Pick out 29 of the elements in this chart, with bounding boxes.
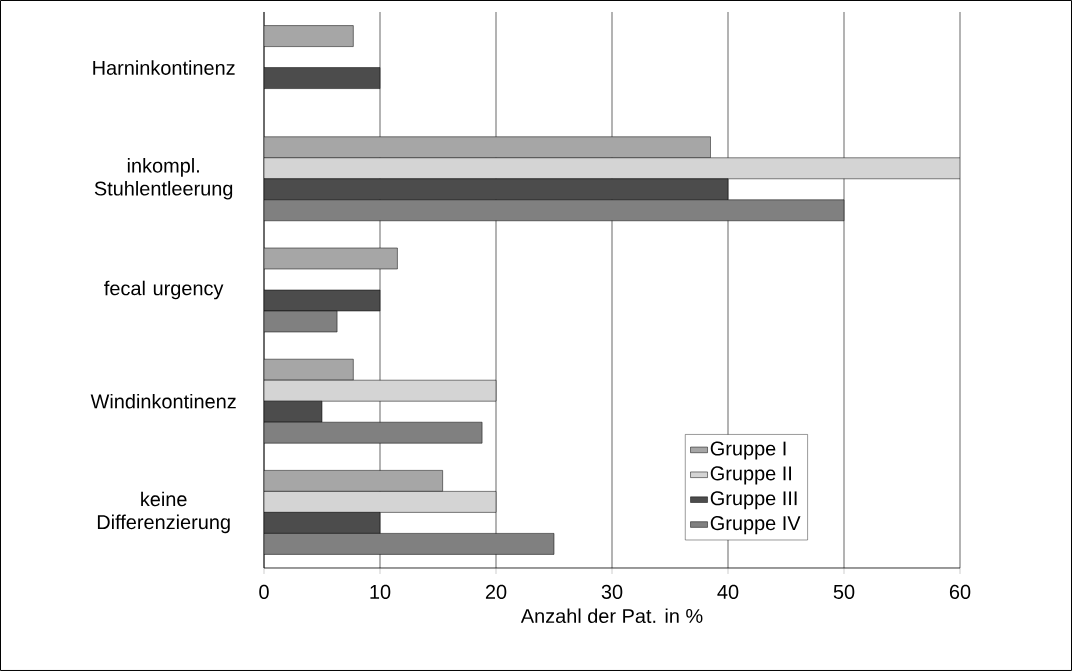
- bar: [264, 199, 845, 222]
- x-axis-title: Anzahl der Pat. in %: [520, 608, 703, 624]
- y-tick-label: inkompl. Stuhlentleerung: [94, 158, 233, 200]
- legend-label: Gruppe IV: [710, 516, 801, 535]
- bar: [264, 470, 443, 492]
- bar: [264, 512, 381, 534]
- y-tick-label: Harninkontinenz: [93, 60, 235, 75]
- y-tick-label: keine Differenzierung: [97, 491, 230, 534]
- y-tick-label: fecal urgency: [104, 280, 224, 300]
- x-tick-label: 20: [485, 584, 507, 599]
- bar: [264, 247, 398, 270]
- bar: [264, 136, 711, 159]
- bar: [264, 400, 323, 423]
- x-tick-label: 30: [601, 584, 623, 599]
- legend-label: Gruppe III: [710, 491, 797, 510]
- bar: [264, 178, 729, 201]
- bar: [264, 533, 555, 555]
- x-tick-label: 40: [717, 584, 739, 599]
- y-tick-label: Windinkontinenz: [90, 393, 236, 409]
- bar: [264, 67, 381, 89]
- bar: [264, 358, 354, 381]
- x-tick-label: 60: [949, 584, 971, 599]
- legend-label: Gruppe I: [710, 441, 786, 460]
- bar: [264, 421, 483, 444]
- bar: [264, 25, 354, 47]
- x-tick-label: 50: [833, 584, 855, 599]
- x-tick-label: 10: [370, 584, 391, 599]
- legend-label: Gruppe II: [710, 466, 791, 485]
- x-tick-label: 0: [259, 584, 269, 599]
